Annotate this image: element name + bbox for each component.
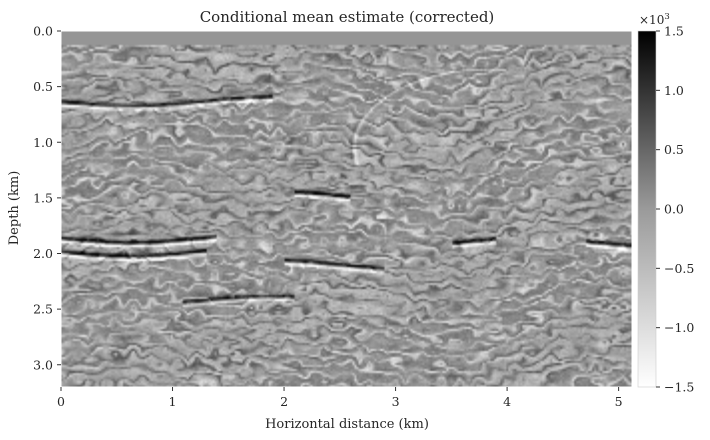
- y-tick-label: 3.0: [33, 357, 53, 372]
- y-tick-label: 1.5: [33, 190, 53, 205]
- y-axis-label: Depth (km): [7, 171, 22, 246]
- colorbar-multiplier: ×103: [639, 12, 670, 27]
- x-tick-label: 0: [57, 394, 65, 409]
- x-tick-label: 2: [280, 394, 288, 409]
- x-tick-label: 4: [503, 394, 511, 409]
- colorbar-tick-label: 1.0: [664, 83, 684, 98]
- x-axis: 0 1 2 3 4 5: [57, 387, 623, 409]
- colorbar-tick-label: 0.5: [664, 142, 684, 157]
- seismic-image: [61, 31, 632, 387]
- colorbar-tick-label: −1.5: [664, 380, 694, 395]
- y-tick-label: 1.0: [33, 135, 53, 150]
- x-tick-label: 5: [615, 394, 623, 409]
- colorbar-tick-label: 1.5: [664, 24, 684, 39]
- colorbar-tick-label: −0.5: [664, 261, 694, 276]
- colorbar-tick-label: 0.0: [664, 202, 684, 217]
- x-tick-label: 1: [169, 394, 177, 409]
- chart-title: Conditional mean estimate (corrected): [200, 8, 495, 26]
- y-tick-label: 0.0: [33, 24, 53, 39]
- y-axis: 0.0 0.5 1.0 1.5 2.0 2.5 3.0: [33, 24, 61, 372]
- y-tick-label: 2.0: [33, 246, 53, 261]
- y-tick-label: 2.5: [33, 302, 53, 317]
- colorbar-gradient: [637, 30, 657, 388]
- seismic-image-area: [60, 30, 633, 388]
- colorbar-tick-label: −1.0: [664, 320, 694, 335]
- colorbar: 1.5 1.0 0.5 0.0 −0.5 −1.0 −1.5 ×103: [637, 12, 694, 395]
- y-tick-label: 0.5: [33, 79, 53, 94]
- x-tick-label: 3: [392, 394, 400, 409]
- x-axis-label: Horizontal distance (km): [265, 417, 429, 432]
